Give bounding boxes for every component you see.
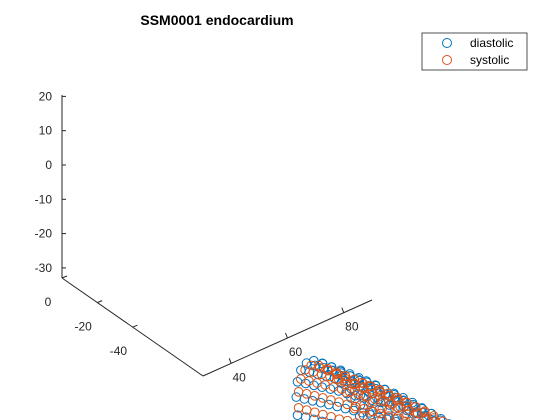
y-tick-mark — [97, 301, 102, 303]
x-tick-mark — [229, 358, 231, 363]
x-ticks: 40 60 80 — [229, 308, 359, 385]
data-point-systolic — [294, 388, 303, 397]
x-tick-label: 80 — [345, 320, 359, 334]
x-tick-mark — [342, 308, 344, 313]
y-tick-mark — [62, 276, 67, 278]
x-tick-label: 60 — [289, 345, 303, 359]
data-point-diastolic — [292, 393, 301, 402]
y-tick-label: -40 — [110, 344, 128, 358]
z-tick-label: -20 — [35, 227, 53, 241]
z-tick-label: 20 — [39, 89, 53, 103]
z-tick-label: 0 — [45, 158, 52, 172]
y-tick-label: -20 — [75, 320, 93, 334]
data-point-systolic — [302, 390, 311, 399]
chart-title: SSM0001 endocardium — [140, 12, 293, 28]
z-tick-label: 10 — [39, 124, 53, 138]
legend: diastolic systolic — [422, 33, 527, 70]
data-point-diastolic — [300, 395, 309, 404]
data-point-systolic — [343, 416, 352, 420]
data-point-systolic — [335, 415, 344, 420]
data-points — [292, 356, 481, 420]
y-tick-label: 0 — [45, 295, 52, 309]
x-tick-mark — [286, 333, 288, 338]
z-tick-label: -30 — [35, 261, 53, 275]
z-tick-label: -10 — [35, 192, 53, 206]
data-point-systolic — [310, 392, 319, 401]
z-ticks: 20 10 0 -10 -20 -30 — [35, 89, 66, 275]
x-tick-label: 40 — [232, 370, 246, 384]
y-ticks: 0 -20 -40 — [45, 276, 138, 358]
data-point-systolic — [319, 394, 328, 403]
legend-label-systolic: systolic — [470, 53, 509, 67]
data-point-diastolic — [308, 397, 317, 406]
axes: 20 10 0 -10 -20 -30 0 -20 -40 40 60 80 — [35, 89, 372, 384]
data-point-diastolic — [316, 398, 325, 407]
legend-label-diastolic: diastolic — [470, 36, 513, 50]
y-tick-mark — [132, 325, 137, 327]
